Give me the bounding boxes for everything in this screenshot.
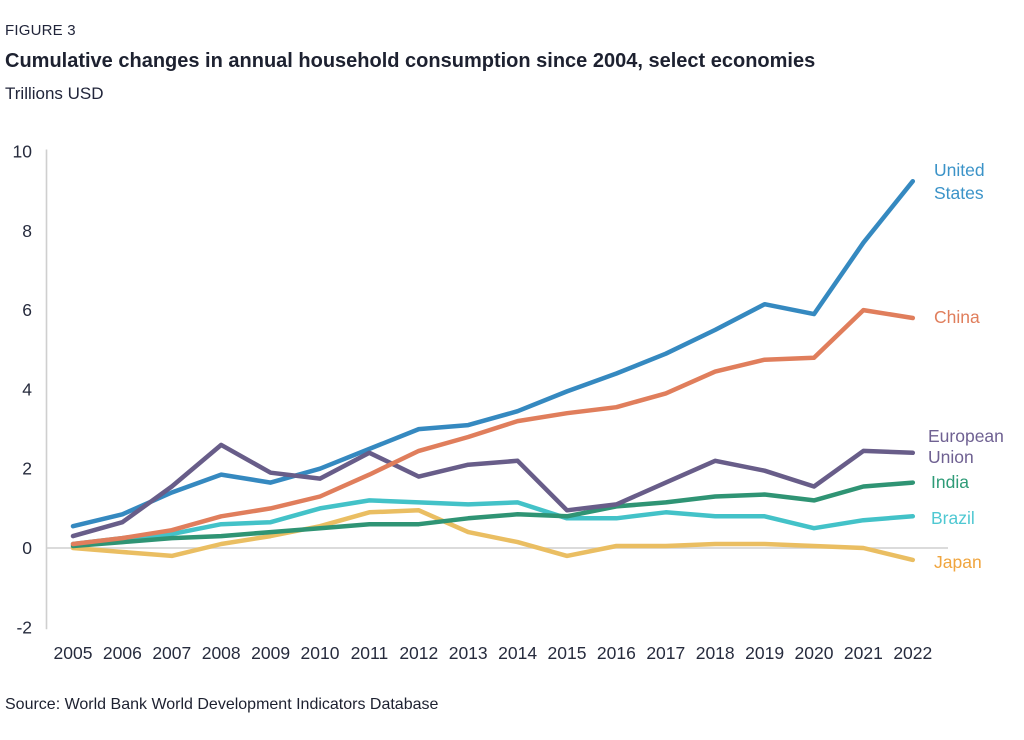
x-tick-label: 2021 bbox=[844, 643, 883, 663]
x-tick-label: 2013 bbox=[449, 643, 488, 663]
x-tick-label: 2017 bbox=[646, 643, 685, 663]
y-tick-label: 2 bbox=[22, 459, 32, 479]
x-tick-label: 2006 bbox=[103, 643, 142, 663]
series-label-india: India bbox=[931, 472, 969, 492]
series-label-european-union: European bbox=[928, 426, 1004, 446]
source-attribution: Source: World Bank World Development Ind… bbox=[5, 696, 439, 713]
x-tick-label: 2016 bbox=[597, 643, 636, 663]
series-label-china: China bbox=[934, 307, 980, 327]
y-tick-label: -2 bbox=[16, 617, 32, 637]
line-european-union bbox=[70, 442, 916, 539]
series-label-united-states: United bbox=[934, 160, 985, 180]
y-tick-label: 10 bbox=[13, 142, 33, 162]
chart-subtitle: Trillions USD bbox=[5, 84, 104, 103]
x-tick-label: 2015 bbox=[548, 643, 587, 663]
x-tick-label: 2007 bbox=[152, 643, 191, 663]
x-tick-label: 2018 bbox=[696, 643, 735, 663]
series-label-european-union: Union bbox=[928, 447, 974, 467]
line-japan bbox=[70, 508, 916, 563]
x-tick-label: 2020 bbox=[795, 643, 834, 663]
x-tick-label: 2005 bbox=[54, 643, 93, 663]
x-tick-label: 2008 bbox=[202, 643, 241, 663]
x-tick-label: 2011 bbox=[351, 643, 389, 663]
series-label-japan: Japan bbox=[934, 552, 982, 572]
y-tick-label: 8 bbox=[22, 221, 32, 241]
y-tick-label: 6 bbox=[22, 300, 32, 320]
x-tick-label: 2012 bbox=[399, 643, 438, 663]
x-tick-label: 2022 bbox=[893, 643, 932, 663]
line-united-states bbox=[70, 178, 916, 529]
x-tick-label: 2009 bbox=[251, 643, 290, 663]
x-tick-label: 2019 bbox=[745, 643, 784, 663]
series-label-brazil: Brazil bbox=[931, 508, 975, 528]
line-india bbox=[70, 480, 916, 549]
series-label-united-states: States bbox=[934, 183, 984, 203]
line-china bbox=[70, 307, 916, 547]
y-tick-label: 0 bbox=[22, 538, 32, 558]
line-brazil bbox=[70, 498, 916, 547]
x-tick-label: 2014 bbox=[498, 643, 537, 663]
x-tick-label: 2010 bbox=[301, 643, 340, 663]
y-tick-label: 4 bbox=[22, 379, 32, 399]
chart-title: Cumulative changes in annual household c… bbox=[5, 50, 816, 72]
figure-label: FIGURE 3 bbox=[5, 22, 76, 39]
